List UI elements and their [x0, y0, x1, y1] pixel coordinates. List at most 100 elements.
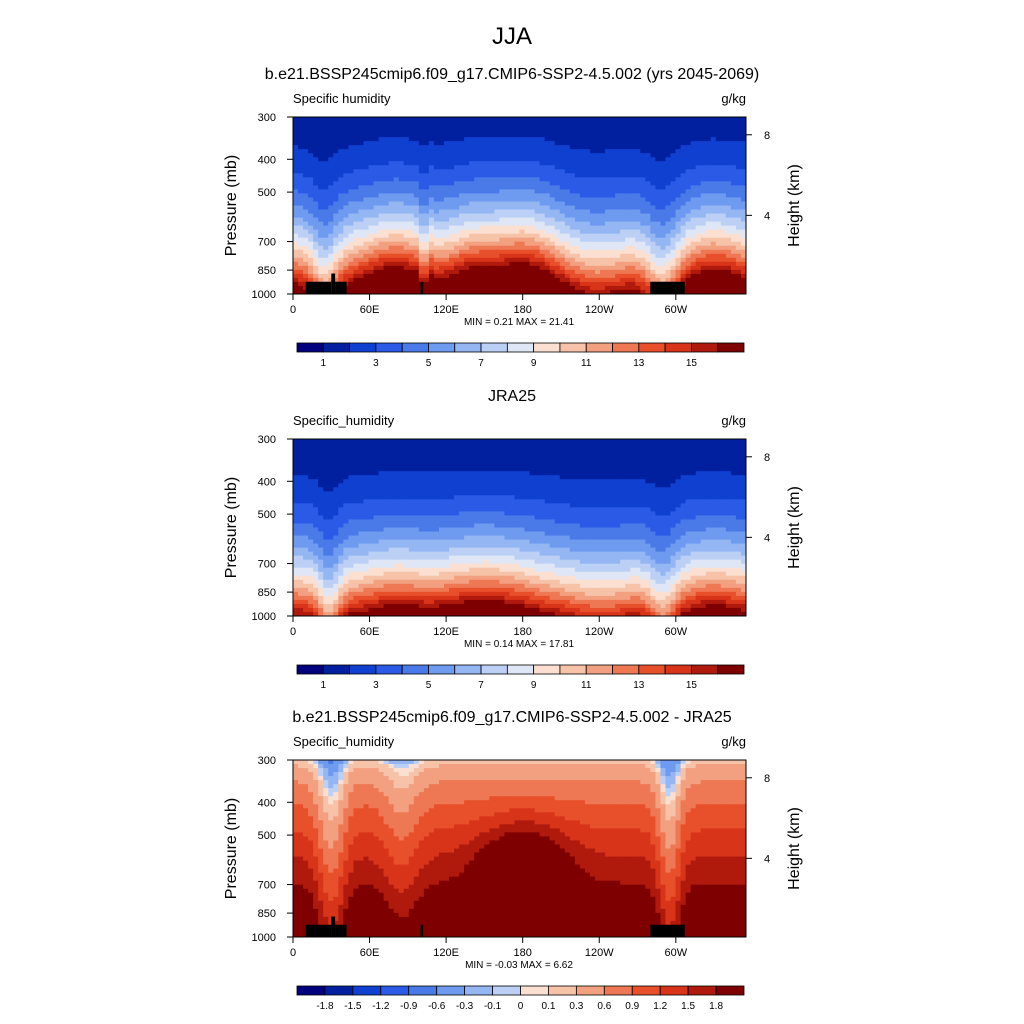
colorbar-swatch: [612, 664, 640, 675]
x-tick-label: 60E: [360, 304, 380, 316]
colorbar-label: 3: [373, 358, 379, 369]
colorbar-label: -0.6: [428, 1001, 446, 1012]
colorbar-swatch: [401, 342, 429, 353]
y-tick-label: 500: [258, 830, 276, 842]
variable-label: Specific_humidity: [293, 413, 395, 428]
colorbar-swatch: [687, 985, 717, 996]
colorbar-label: 15: [686, 358, 698, 369]
x-tick-label: 60W: [665, 626, 688, 638]
height-tick-label: 8: [764, 130, 770, 142]
colorbar-swatch: [585, 664, 613, 675]
colorbar: -1.8 -1.5 -1.2 -0.9 -0.6 -0.3 -0.1 0 0.1 0.3 0.6 0.…: [296, 985, 745, 1012]
units-label: g/kg: [721, 413, 746, 428]
y-tick-label: 500: [258, 509, 276, 521]
colorbar-swatch: [296, 342, 324, 353]
x-tick-label: 120W: [585, 947, 614, 959]
y-tick-label: 700: [258, 880, 276, 892]
colorbar-swatch: [585, 342, 613, 353]
x-tick-label: 60E: [360, 947, 380, 959]
colorbar-swatch: [548, 985, 577, 996]
colorbar-label: 5: [426, 358, 432, 369]
units-label: g/kg: [721, 734, 746, 749]
colorbar-label: 11: [581, 680, 592, 691]
height-tick-label: 4: [764, 210, 770, 222]
colorbar-swatch: [520, 985, 549, 996]
colorbar-swatch: [349, 664, 377, 675]
colorbar-swatch: [436, 985, 466, 996]
colorbar-label: 1.5: [681, 1001, 695, 1012]
colorbar-swatch: [322, 664, 350, 675]
colorbar-label: 0: [518, 1001, 524, 1012]
height-tick-label: 8: [764, 773, 770, 785]
colorbar-label: 15: [686, 680, 698, 691]
y-axis-title: Pressure (mb): [223, 798, 240, 899]
colorbar-swatch: [717, 342, 745, 353]
x-tick-label: 60W: [665, 304, 688, 316]
topography-mask: [335, 924, 347, 937]
colorbar-swatch: [380, 985, 410, 996]
colorbar-label: -1.8: [316, 1001, 334, 1012]
colorbar-swatch: [492, 985, 521, 996]
plot-frame: [292, 116, 747, 295]
colorbar-swatch: [691, 342, 719, 353]
colorbar-swatch: [296, 985, 326, 996]
x-tick-label: 0: [290, 626, 296, 638]
colorbar: 1 3 5 7 9 11 13 15: [296, 664, 745, 691]
stats-label: MIN = 0.14 MAX = 17.81: [464, 639, 574, 650]
x-tick-label: 0: [290, 304, 296, 316]
panel-title: b.e21.BSSP245cmip6.f09_g17.CMIP6-SSP2-4.…: [265, 66, 760, 83]
colorbar-label: -1.5: [344, 1001, 362, 1012]
plot-frame: [292, 438, 747, 617]
colorbar-swatch: [638, 664, 666, 675]
colorbar-swatch: [464, 985, 493, 996]
x-tick-label: 180: [514, 304, 532, 316]
right-axis-title: Height (km): [786, 807, 803, 890]
colorbar-swatch: [603, 985, 633, 996]
colorbar-label: -1.2: [372, 1001, 390, 1012]
height-tick-label: 4: [764, 532, 770, 544]
colorbar-label: 0.1: [541, 1001, 555, 1012]
topography-mask: [420, 924, 424, 937]
colorbar: 1 3 5 7 9 11 13 15: [296, 342, 745, 369]
colorbar-swatch: [631, 985, 661, 996]
colorbar-swatch: [638, 342, 666, 353]
y-tick-label: 400: [258, 797, 276, 809]
colorbar-swatch: [324, 985, 354, 996]
colorbar-label: -0.9: [400, 1001, 418, 1012]
x-tick-label: 120E: [433, 304, 459, 316]
colorbar-label: 0.6: [597, 1001, 611, 1012]
y-tick-label: 400: [258, 154, 276, 166]
colorbar-swatch: [506, 664, 535, 675]
x-tick-label: 180: [514, 626, 532, 638]
units-label: g/kg: [721, 91, 746, 106]
y-tick-label: 500: [258, 187, 276, 199]
heatmap-field: [293, 117, 746, 294]
y-tick-label: 1000: [252, 611, 276, 623]
x-tick-label: 60W: [665, 947, 688, 959]
colorbar-label: 5: [426, 680, 432, 691]
heatmap-field: [293, 439, 746, 616]
y-tick-label: 1000: [252, 932, 276, 944]
x-tick-label: 180: [514, 947, 532, 959]
x-tick-label: 120E: [433, 947, 459, 959]
y-axis-title: Pressure (mb): [223, 477, 240, 578]
topography-mask: [650, 924, 685, 937]
topography-mask: [650, 281, 685, 294]
variable-label: Specific humidity: [293, 91, 391, 106]
colorbar-label: 1: [321, 358, 327, 369]
colorbar-label: 3: [373, 680, 379, 691]
colorbar-label: 1.2: [653, 1001, 667, 1012]
x-tick-label: 120E: [433, 626, 459, 638]
y-tick-label: 850: [258, 265, 276, 277]
topography-mask: [335, 281, 347, 294]
colorbar-swatch: [691, 664, 719, 675]
height-tick-label: 8: [764, 452, 770, 464]
colorbar-swatch: [659, 985, 689, 996]
colorbar-swatch: [664, 342, 692, 353]
y-tick-label: 300: [258, 434, 276, 446]
colorbar-swatch: [375, 342, 403, 353]
y-tick-label: 850: [258, 587, 276, 599]
colorbar-label: 13: [633, 358, 645, 369]
colorbar-swatch: [533, 664, 561, 675]
